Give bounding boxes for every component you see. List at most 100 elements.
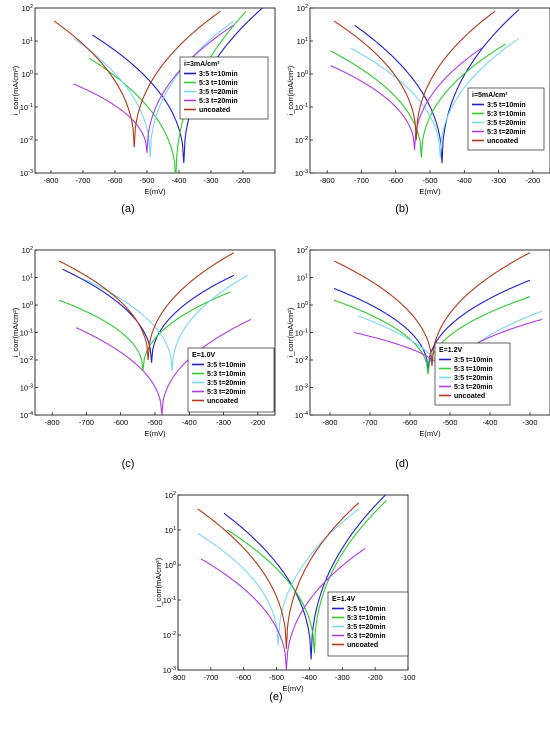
legend-box xyxy=(179,56,269,120)
x-tick-label: -800 xyxy=(320,176,335,185)
chart-panel-1: -800 -700 -600 -500 -400 -300 -200 10-3 10-2 10-1… xyxy=(11,4,276,215)
x-tick-label: -600 xyxy=(107,176,122,185)
x-tick-label: -700 xyxy=(203,673,218,682)
x-tick-label: -500 xyxy=(422,176,437,185)
x-tick-label: -800 xyxy=(43,176,58,185)
series-line-4 xyxy=(75,318,252,415)
legend-entry: 3:5 t=20min xyxy=(207,380,246,387)
x-tick-label: -400 xyxy=(171,176,186,185)
series-line-5 xyxy=(58,252,235,361)
legend: E=1.2V 3:5 t=10min 5:3 t=10min 3:5 t=20min 5… xyxy=(434,342,511,406)
series-line-5 xyxy=(333,252,531,367)
x-tick-label: -100 xyxy=(400,673,415,682)
x-tick-label: -300 xyxy=(335,673,350,682)
x-axis-label: E(mV) xyxy=(419,429,441,438)
series-line-2 xyxy=(226,500,387,654)
y-tick-label: 101 xyxy=(22,274,33,283)
series-line-2 xyxy=(89,10,247,173)
series-line-3 xyxy=(73,20,234,158)
y-tick-label: 101 xyxy=(22,37,33,46)
legend-box xyxy=(467,87,545,151)
x-tick-label: -300 xyxy=(491,176,506,185)
series-line-3 xyxy=(197,508,360,646)
y-tick-label: 10-1 xyxy=(20,103,33,112)
x-tick-label: -400 xyxy=(482,418,497,427)
legend-entry: uncoated xyxy=(207,398,238,405)
x-tick-label: -400 xyxy=(457,176,472,185)
x-tick-label: -200 xyxy=(235,176,250,185)
series-line-4 xyxy=(200,547,366,670)
legend-entry: 5:3 t=10min xyxy=(207,371,246,378)
y-tick-label: 10-1 xyxy=(163,596,176,605)
y-tick-label: 10-3 xyxy=(20,169,33,178)
legend-entry: 3:5 t=20min xyxy=(199,89,238,96)
series-line-5 xyxy=(333,10,496,141)
series-line-3 xyxy=(350,37,520,158)
y-tick-label: 10-2 xyxy=(163,631,176,640)
y-tick-label: 10-3 xyxy=(163,666,176,675)
x-tick-label: -800 xyxy=(322,418,337,427)
y-tick-label: 10-3 xyxy=(295,169,308,178)
panel-caption: (c) xyxy=(122,458,135,470)
x-tick-label: -400 xyxy=(182,418,197,427)
legend-box xyxy=(434,342,511,406)
x-axis-label: E(mV) xyxy=(419,187,441,196)
y-tick-label: 102 xyxy=(297,246,308,255)
legend-title: E=1.2V xyxy=(439,347,462,354)
x-tick-label: -200 xyxy=(525,176,540,185)
series-line-3 xyxy=(86,274,248,371)
legend-box xyxy=(327,591,409,657)
legend-entry: 3:5 t=20min xyxy=(487,120,526,127)
x-tick-label: -600 xyxy=(236,673,251,682)
series-line-2 xyxy=(333,296,531,375)
x-tick-label: -500 xyxy=(442,418,457,427)
y-tick-label: 10-2 xyxy=(20,136,33,145)
legend-entry: uncoated xyxy=(199,107,230,114)
x-tick-label: -600 xyxy=(388,176,403,185)
series-line-1 xyxy=(92,8,264,164)
legend-entry: 3:5 t=20min xyxy=(347,624,386,631)
x-tick-label: -200 xyxy=(250,418,265,427)
x-tick-label: -300 xyxy=(522,418,537,427)
plot-area xyxy=(309,249,550,416)
legend-entry: 5:3 t=20min xyxy=(199,98,238,105)
x-tick-label: -700 xyxy=(362,418,377,427)
legend-entry: 3:5 t=10min xyxy=(199,71,238,78)
y-tick-label: 10-2 xyxy=(295,356,308,365)
y-axis-label: i_corr(mA/cm²) xyxy=(286,307,295,357)
plot-area xyxy=(34,7,276,174)
legend-entry: 5:3 t=10min xyxy=(487,111,526,118)
legend-entry: 3:5 t=10min xyxy=(207,362,246,369)
legend-entry: 5:3 t=20min xyxy=(347,633,386,640)
legend-title: E=1.0V xyxy=(192,352,215,359)
y-axis-label: i_corr(mA/cm²) xyxy=(11,65,20,115)
series-line-4 xyxy=(330,47,482,150)
y-tick-label: 100 xyxy=(22,301,33,310)
x-axis-label: E(mV) xyxy=(144,429,166,438)
x-tick-label: -500 xyxy=(147,418,162,427)
y-tick-label: 10-3 xyxy=(295,384,308,393)
panel-caption: (d) xyxy=(395,458,408,470)
legend: E=1.0V 3:5 t=10min 5:3 t=10min 3:5 t=20min 5… xyxy=(187,347,275,413)
legend-title: i=5mA/cm² xyxy=(472,92,508,99)
y-tick-label: 101 xyxy=(165,526,176,535)
legend-title: i=3mA/cm² xyxy=(184,61,220,68)
legend: E=1.4V 3:5 t=10min 5:3 t=10min 3:5 t=20min 5… xyxy=(327,591,409,657)
y-tick-label: 10-1 xyxy=(295,103,308,112)
x-tick-label: -500 xyxy=(269,673,284,682)
legend-entry: uncoated xyxy=(487,138,518,145)
y-axis-label: i_corr(mA/cm²) xyxy=(154,557,163,607)
series-line-1 xyxy=(62,268,235,363)
x-tick-label: -600 xyxy=(402,418,417,427)
legend-entry: 3:5 t=10min xyxy=(487,102,526,109)
y-tick-label: 10-2 xyxy=(295,136,308,145)
legend-entry: 5:3 t=20min xyxy=(454,384,493,391)
x-tick-label: -500 xyxy=(139,176,154,185)
x-tick-label: -700 xyxy=(79,418,94,427)
y-axis-label: i_corr(mA/cm²) xyxy=(286,65,295,115)
y-tick-label: 100 xyxy=(297,70,308,79)
plot-area xyxy=(177,494,409,671)
series-line-1 xyxy=(223,495,387,660)
legend-entry: uncoated xyxy=(454,393,485,400)
